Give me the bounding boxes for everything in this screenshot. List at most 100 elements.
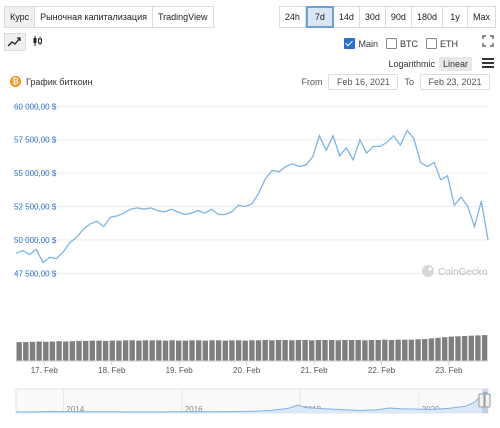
x-tick-label: 18. Feb [98,366,126,375]
volume-bar [475,335,481,361]
scale-switch: Logarithmic Linear [384,57,472,71]
volume-bar [129,340,135,361]
volume-bar [235,340,242,361]
navigator-handle[interactable] [484,393,491,408]
volume-bar [368,340,375,361]
volume-bar [242,340,248,361]
volume-bar [23,342,29,361]
volume-bar [375,340,381,361]
tab-0[interactable]: Курс [4,6,36,28]
volume-bar [282,340,288,361]
volume-bar [468,335,474,361]
volume-bar [209,340,215,361]
volume-bar [388,340,395,361]
x-tick-label: 21. Feb [300,366,328,375]
range-button-14d[interactable]: 14d [333,6,360,28]
volume-bar [169,340,175,361]
volume-bar [69,341,76,361]
checkbox[interactable] [344,38,356,49]
x-tick-label: 19. Feb [166,366,194,375]
volume-bar [342,340,348,361]
volume-bar [116,340,122,361]
volume-bar [76,340,82,361]
y-tick-label: 50 000,00 $ [14,236,57,245]
volume-bar [408,339,415,361]
volume-bar [435,337,441,361]
bitcoin-icon: ₿ [10,76,21,87]
volume-bar [89,340,95,361]
volume-bar [422,339,428,361]
volume-bar [395,339,401,361]
volume-bar [222,340,228,361]
navigator-handle[interactable] [478,393,485,408]
toggle-eth[interactable]: ETH [426,38,458,49]
tab-2[interactable]: TradingView [152,6,214,28]
volume-bar [275,340,282,361]
watermark-text: CoinGecko [438,267,488,278]
range-button-1y[interactable]: 1y [442,6,468,28]
scale-logarithmic[interactable]: Logarithmic [388,59,435,69]
chart-tabs: Курс Рыночная капитализация TradingView [4,6,214,28]
volume-bar [455,336,461,361]
volume-bar [156,340,162,361]
volume-bar [322,340,328,361]
volume-bar [382,339,388,361]
navigator-frame [15,388,489,414]
volume-bar [43,341,49,361]
volume-bar [16,342,22,361]
volume-bar [96,340,102,361]
range-button-24h[interactable]: 24h [278,6,306,28]
navigator-tick-label: 2018 [303,405,321,414]
volume-bar [348,340,355,361]
volume-bar [109,340,115,361]
series-toggles: Main BTC ETH [344,38,458,49]
range-button-max[interactable]: Max [467,6,496,28]
navigator-selection[interactable] [482,389,488,413]
volume-bar [442,337,448,361]
navigator-tick-label: 2014 [66,405,84,414]
scale-linear[interactable]: Linear [438,57,472,71]
volume-bar [196,340,202,361]
from-date-input[interactable]: Feb 16, 2021 [328,74,399,90]
range-button-180d[interactable]: 180d [411,6,443,28]
volume-bar [215,340,222,361]
volume-bar [122,340,129,361]
volume-bar [142,340,149,361]
x-tick-label: 23. Feb [435,366,463,375]
volume-bar [102,340,109,361]
navigator[interactable]: 2014 2016 2018 2020 [15,388,491,414]
range-button-90d[interactable]: 90d [385,6,412,28]
range-button-30d[interactable]: 30d [359,6,386,28]
volume-bar [36,341,42,361]
toggle-main[interactable]: Main [344,38,378,49]
range-button-7d[interactable]: 7d [305,6,334,28]
y-tick-label: 55 000,00 $ [14,169,57,178]
volume-bar [289,340,295,361]
x-tick-label: 22. Feb [368,366,396,375]
checkbox[interactable] [426,38,437,49]
volume-bar [255,340,262,361]
volume-bar [56,341,62,361]
to-date-input[interactable]: Feb 23, 2021 [420,74,490,90]
volume-bar [63,341,69,361]
navigator-line [16,391,489,413]
volume-bar [415,339,421,361]
line-chart-tool[interactable] [4,33,26,51]
expand-icon[interactable] [482,35,494,47]
volume-bar [189,340,195,361]
toggle-label: BTC [400,38,418,49]
coingecko-watermark: CoinGecko [422,265,488,278]
toggle-btc[interactable]: BTC [386,38,418,49]
checkbox[interactable] [386,38,397,49]
volume-bar [355,340,361,361]
menu-icon[interactable] [482,58,494,68]
chart-title: График биткоин [26,77,93,87]
volume-bar [461,336,468,361]
toggle-label: ETH [440,38,458,49]
tab-1[interactable]: Рыночная капитализация [35,6,153,28]
candlestick-icon [33,36,42,46]
volume-bar [136,340,142,361]
volume-bar [182,340,189,361]
line-chart-icon [7,37,21,47]
candlestick-tool[interactable] [28,33,48,49]
